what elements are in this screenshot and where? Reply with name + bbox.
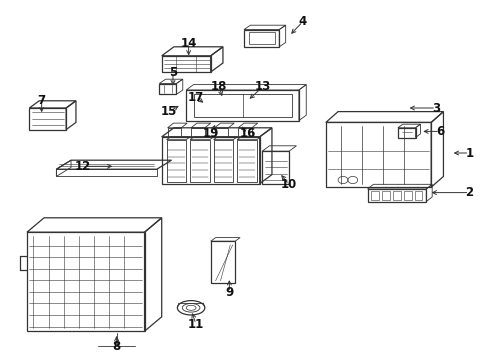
Text: 19: 19 (202, 127, 219, 140)
Text: 4: 4 (299, 15, 307, 28)
Text: 16: 16 (239, 127, 256, 140)
Text: 11: 11 (188, 318, 204, 330)
Text: 12: 12 (75, 160, 92, 173)
Text: 9: 9 (225, 286, 233, 299)
Text: 1: 1 (466, 147, 473, 159)
Text: 3: 3 (432, 102, 440, 114)
Text: 18: 18 (211, 80, 227, 93)
Text: 6: 6 (436, 125, 444, 138)
Text: 17: 17 (188, 91, 204, 104)
Text: 13: 13 (255, 80, 271, 93)
Text: 7: 7 (38, 94, 46, 107)
Text: 5: 5 (169, 66, 177, 78)
Text: 2: 2 (466, 186, 473, 199)
Text: 10: 10 (281, 178, 297, 191)
Text: 8: 8 (113, 340, 121, 353)
Text: 15: 15 (161, 105, 177, 118)
Text: 14: 14 (180, 37, 197, 50)
